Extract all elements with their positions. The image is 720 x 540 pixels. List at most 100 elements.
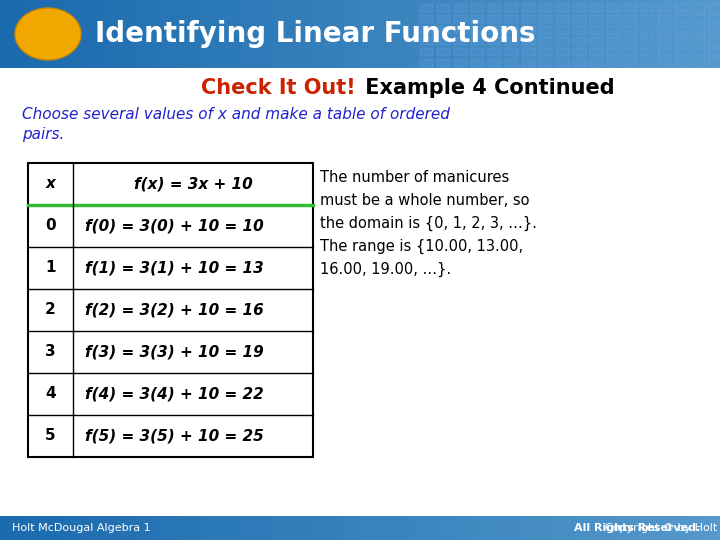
Bar	[420, 26, 433, 34]
Bar	[454, 59, 467, 67]
Bar	[693, 0, 703, 68]
Bar	[396, 0, 406, 68]
Bar	[360, 516, 370, 540]
Bar	[531, 516, 541, 540]
Bar	[658, 26, 671, 34]
Bar	[641, 15, 654, 23]
Bar	[585, 516, 595, 540]
Bar	[658, 37, 671, 45]
Bar	[648, 0, 658, 68]
Text: Check It Out!: Check It Out!	[202, 78, 356, 98]
Bar	[641, 4, 654, 12]
Bar	[126, 516, 136, 540]
Bar	[539, 48, 552, 56]
Bar	[297, 0, 307, 68]
Bar	[414, 0, 424, 68]
Bar	[279, 516, 289, 540]
Text: Identifying Linear Functions: Identifying Linear Functions	[95, 20, 536, 48]
Bar	[692, 15, 705, 23]
Text: Copyright © by Holt Mc Dougal.: Copyright © by Holt Mc Dougal.	[605, 523, 720, 533]
Bar	[639, 0, 649, 68]
Bar	[531, 0, 541, 68]
Bar	[171, 516, 181, 540]
Bar	[63, 0, 73, 68]
Bar	[207, 0, 217, 68]
Bar	[505, 26, 518, 34]
Bar	[692, 37, 705, 45]
Bar	[471, 59, 484, 67]
Bar	[270, 0, 280, 68]
Bar	[573, 15, 586, 23]
Bar	[624, 59, 637, 67]
Bar	[288, 0, 298, 68]
Bar	[437, 48, 450, 56]
Bar	[135, 516, 145, 540]
Bar	[414, 516, 424, 540]
Bar	[675, 37, 688, 45]
Bar	[539, 37, 552, 45]
Bar	[72, 0, 82, 68]
Bar	[360, 0, 370, 68]
Bar	[252, 0, 262, 68]
Bar	[297, 516, 307, 540]
Bar	[378, 516, 388, 540]
Bar	[590, 48, 603, 56]
Bar	[420, 15, 433, 23]
Bar	[594, 0, 604, 68]
Bar	[709, 59, 720, 67]
Bar	[702, 0, 712, 68]
Bar	[693, 516, 703, 540]
Text: x: x	[45, 177, 55, 192]
Bar	[162, 516, 172, 540]
Bar	[36, 516, 46, 540]
Bar	[0, 0, 10, 68]
Bar	[234, 0, 244, 68]
Bar	[573, 37, 586, 45]
Bar	[603, 0, 613, 68]
Bar	[522, 26, 535, 34]
Bar	[0, 516, 10, 540]
Bar	[558, 516, 568, 540]
Bar	[270, 516, 280, 540]
Bar	[505, 4, 518, 12]
Bar	[135, 0, 145, 68]
Bar	[99, 516, 109, 540]
Bar	[573, 48, 586, 56]
Bar	[28, 163, 313, 457]
Text: Choose several values of x and make a table of ordered
pairs.: Choose several values of x and make a ta…	[22, 107, 450, 142]
Bar	[396, 516, 406, 540]
Bar	[90, 516, 100, 540]
Bar	[513, 0, 523, 68]
Bar	[540, 0, 550, 68]
Bar	[486, 0, 496, 68]
Bar	[621, 516, 631, 540]
Bar	[702, 516, 712, 540]
Bar	[590, 59, 603, 67]
Bar	[306, 0, 316, 68]
Bar	[641, 37, 654, 45]
Bar	[594, 516, 604, 540]
Bar	[556, 37, 569, 45]
Bar	[471, 26, 484, 34]
Bar	[658, 59, 671, 67]
Text: f(0) = 3(0) + 10 = 10: f(0) = 3(0) + 10 = 10	[85, 219, 264, 233]
Bar	[576, 516, 586, 540]
Bar	[243, 516, 253, 540]
Bar	[207, 516, 217, 540]
Bar	[505, 37, 518, 45]
Bar	[216, 516, 226, 540]
Text: 2: 2	[45, 302, 56, 318]
Bar	[27, 516, 37, 540]
Bar	[590, 26, 603, 34]
Bar	[9, 0, 19, 68]
Text: f(3) = 3(3) + 10 = 19: f(3) = 3(3) + 10 = 19	[85, 345, 264, 360]
Bar	[420, 59, 433, 67]
Bar	[454, 4, 467, 12]
Bar	[144, 516, 154, 540]
Bar	[556, 26, 569, 34]
Bar	[692, 4, 705, 12]
Bar	[488, 15, 501, 23]
Text: The number of manicures
must be a whole number, so
the domain is {0, 1, 2, 3, …}: The number of manicures must be a whole …	[320, 170, 537, 277]
Bar	[612, 0, 622, 68]
Bar	[333, 516, 343, 540]
